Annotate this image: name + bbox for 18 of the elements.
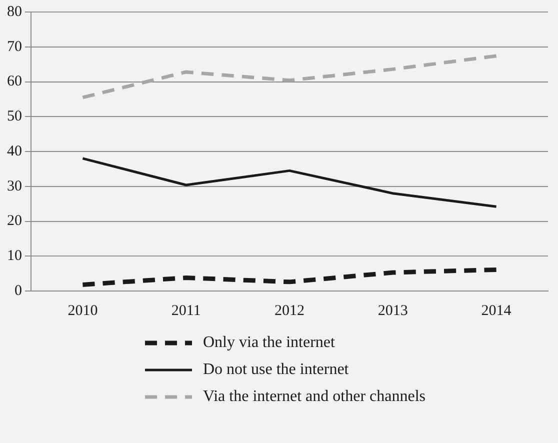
y-tick-label: 80 <box>7 4 22 20</box>
y-tick-label: 10 <box>7 248 22 264</box>
y-tick-label: 50 <box>7 108 22 125</box>
y-tick-label: 0 <box>14 282 22 299</box>
y-tick-label: 60 <box>7 74 22 90</box>
y-tick-label: 40 <box>7 143 22 160</box>
y-tick-label: 30 <box>7 178 22 194</box>
legend-label: Only via the internet <box>203 334 336 352</box>
line-series <box>80 54 498 100</box>
x-tick-label: 2012 <box>274 302 304 319</box>
legend-label: Via the internet and other channels <box>203 388 426 406</box>
x-tick-label: 2011 <box>171 302 201 319</box>
legend-label: Do not use the internet <box>203 361 350 378</box>
x-tick-label: 2010 <box>68 302 98 319</box>
x-tick-label: 2014 <box>481 302 512 319</box>
x-tick-label: 2013 <box>378 302 408 319</box>
y-tick-label: 70 <box>7 38 22 55</box>
y-tick-label: 20 <box>7 213 22 230</box>
